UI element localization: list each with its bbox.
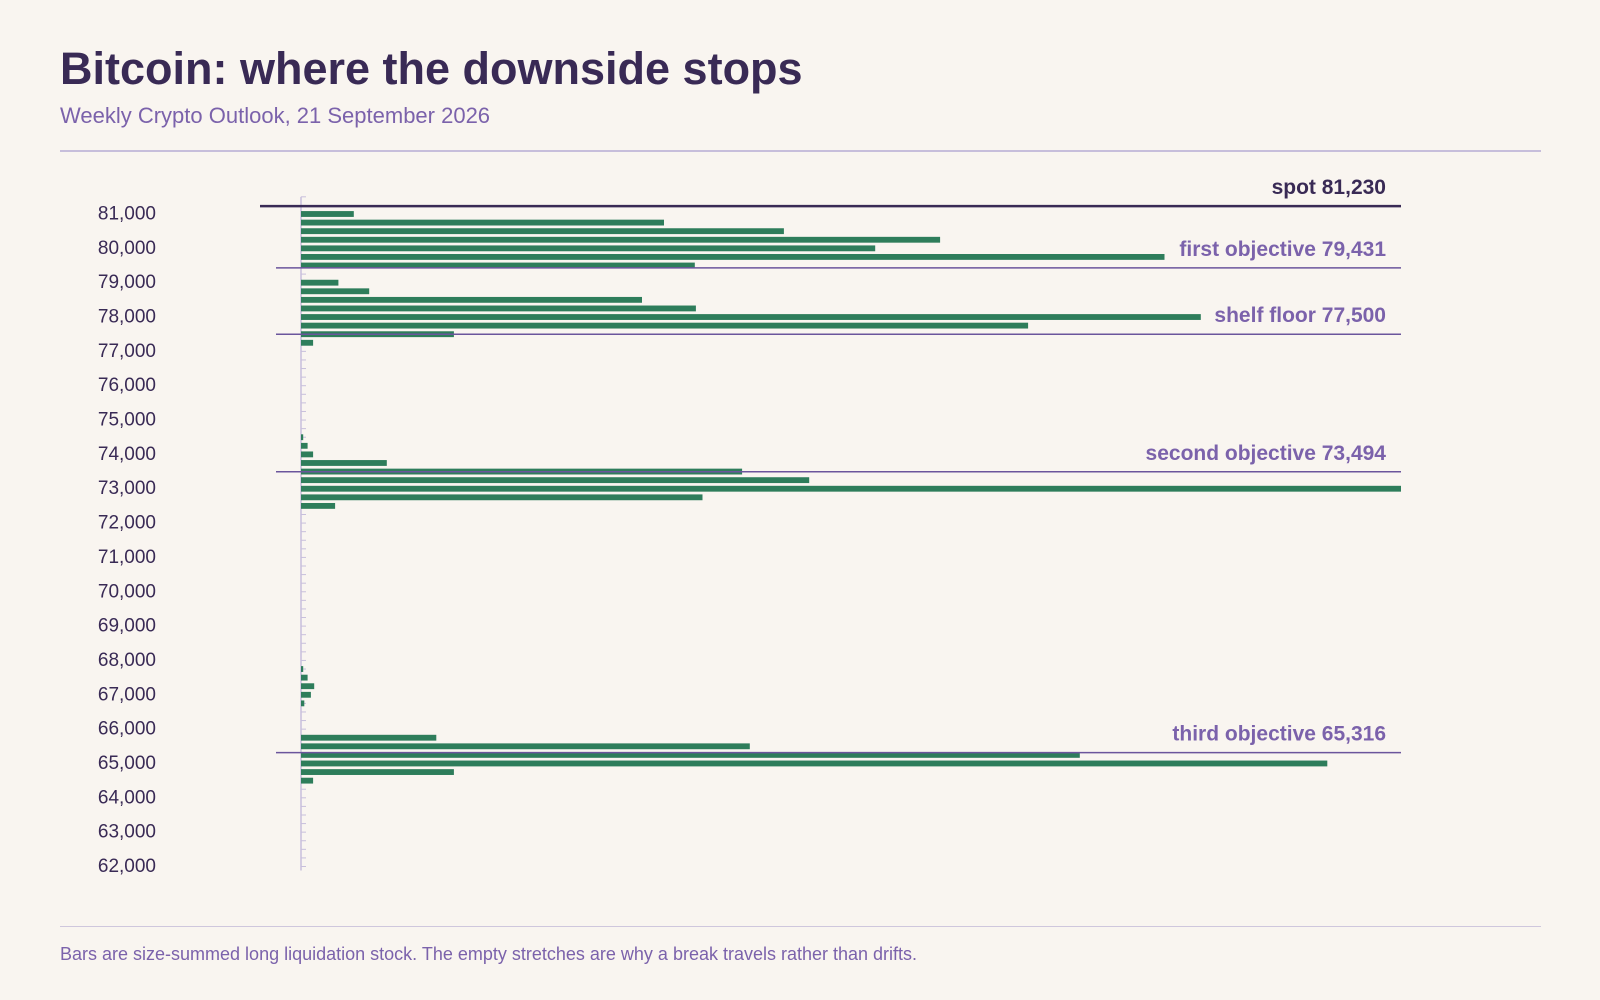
liquidation-bar — [301, 666, 304, 672]
liquidation-bar — [301, 460, 387, 466]
level-label: shelf floor 77,500 — [1214, 304, 1386, 327]
y-tick-label: 69,000 — [98, 616, 156, 637]
y-tick-label: 64,000 — [98, 787, 156, 808]
y-tick-label: 81,000 — [98, 204, 156, 225]
y-tick-label: 75,000 — [98, 410, 156, 431]
liquidation-bar — [301, 279, 339, 286]
level-label: first objective 79,431 — [1179, 238, 1386, 261]
liquidation-bar — [301, 442, 308, 449]
y-tick-label: 68,000 — [98, 650, 156, 671]
liquidation-bar — [301, 760, 1328, 767]
y-tick-label: 72,000 — [98, 513, 156, 534]
liquidation-bar — [301, 305, 696, 312]
liquidation-bar — [301, 477, 810, 484]
y-tick-label: 76,000 — [98, 375, 156, 396]
liquidation-bar — [301, 262, 695, 269]
liquidation-bar — [301, 322, 1029, 329]
header-divider — [60, 150, 1541, 152]
liquidation-bar — [301, 777, 314, 784]
liquidation-bar — [301, 734, 437, 741]
footer-divider — [60, 926, 1541, 927]
liquidation-bar — [301, 314, 1201, 320]
y-tick-label: 80,000 — [98, 238, 156, 259]
liquidation-bar — [301, 339, 314, 346]
page-subtitle: Weekly Crypto Outlook, 21 September 2026 — [60, 103, 491, 128]
spot-price-label: spot 81,230 — [1272, 176, 1386, 199]
footnote: Bars are size-summed long liquidation st… — [60, 944, 918, 964]
liquidation-bar — [301, 245, 876, 252]
liquidation-bar — [301, 502, 336, 509]
y-tick-label: 77,000 — [98, 341, 156, 362]
liquidation-bar — [301, 751, 1080, 758]
liquidation-bar — [301, 700, 305, 707]
liquidation-bar — [301, 691, 311, 698]
y-tick-label: 65,000 — [98, 753, 156, 774]
y-tick-label: 78,000 — [98, 307, 156, 328]
level-label: third objective 65,316 — [1172, 723, 1386, 746]
liquidation-bar — [301, 494, 703, 501]
y-tick-label: 66,000 — [98, 719, 156, 740]
liquidation-bar — [301, 434, 304, 441]
liquidation-chart: 81,000 80,000 79,000 78,000 77,000 76,000 75,0… — [98, 176, 1401, 877]
liquidation-bar — [301, 219, 664, 226]
y-tick-label: 79,000 — [98, 272, 156, 293]
liquidation-bar — [301, 743, 750, 750]
liquidation-bar — [301, 288, 370, 295]
page-title: Bitcoin: where the downside stops — [60, 43, 803, 94]
liquidation-bar — [301, 683, 315, 690]
liquidation-bar — [301, 451, 314, 458]
y-tick-label: 73,000 — [98, 478, 156, 499]
liquidation-bar — [301, 674, 308, 681]
liquidation-bar — [301, 769, 454, 775]
liquidation-bar — [301, 296, 642, 303]
level-label: second objective 73,494 — [1146, 442, 1387, 465]
liquidation-bar — [301, 485, 1401, 492]
y-tick-label: 70,000 — [98, 581, 156, 602]
liquidation-bar — [301, 228, 784, 235]
liquidation-bar — [301, 236, 941, 243]
liquidation-bar — [301, 211, 354, 217]
y-tick-label: 71,000 — [98, 547, 156, 568]
y-tick-label: 62,000 — [98, 856, 156, 877]
liquidation-bar — [301, 254, 1165, 260]
y-tick-label: 67,000 — [98, 684, 156, 705]
y-tick-label: 63,000 — [98, 822, 156, 843]
y-tick-label: 74,000 — [98, 444, 156, 465]
